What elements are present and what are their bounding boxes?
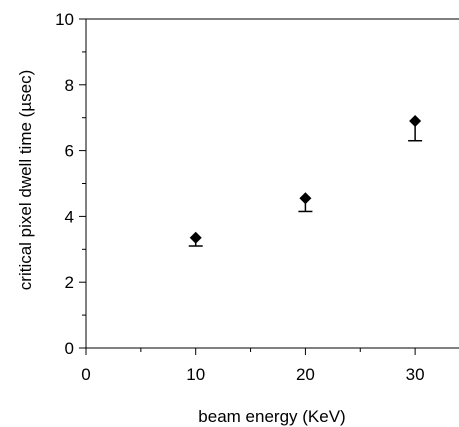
y-tick-label: 2 xyxy=(65,273,74,292)
y-axis-title: critical pixel dwell time (µsec) xyxy=(16,70,35,290)
y-tick-label: 8 xyxy=(65,76,74,95)
y-tick-label: 0 xyxy=(65,339,74,358)
x-axis-title: beam energy (KeV) xyxy=(198,407,345,426)
x-tick-label: 0 xyxy=(81,365,90,384)
y-tick-label: 10 xyxy=(55,10,74,29)
x-tick-label: 30 xyxy=(406,365,425,384)
x-tick-label: 10 xyxy=(186,365,205,384)
y-tick-label: 4 xyxy=(65,207,74,226)
data-point xyxy=(299,192,312,205)
axes xyxy=(85,18,459,349)
data-point xyxy=(189,231,202,244)
x-tick-label: 20 xyxy=(296,365,315,384)
data-marks xyxy=(188,114,423,247)
y-tick-label: 6 xyxy=(65,142,74,161)
tick-labels: 0 2 4 6 8 10 0 10 20 30 xyxy=(55,10,425,384)
ticks xyxy=(79,18,416,355)
data-point xyxy=(409,114,422,127)
